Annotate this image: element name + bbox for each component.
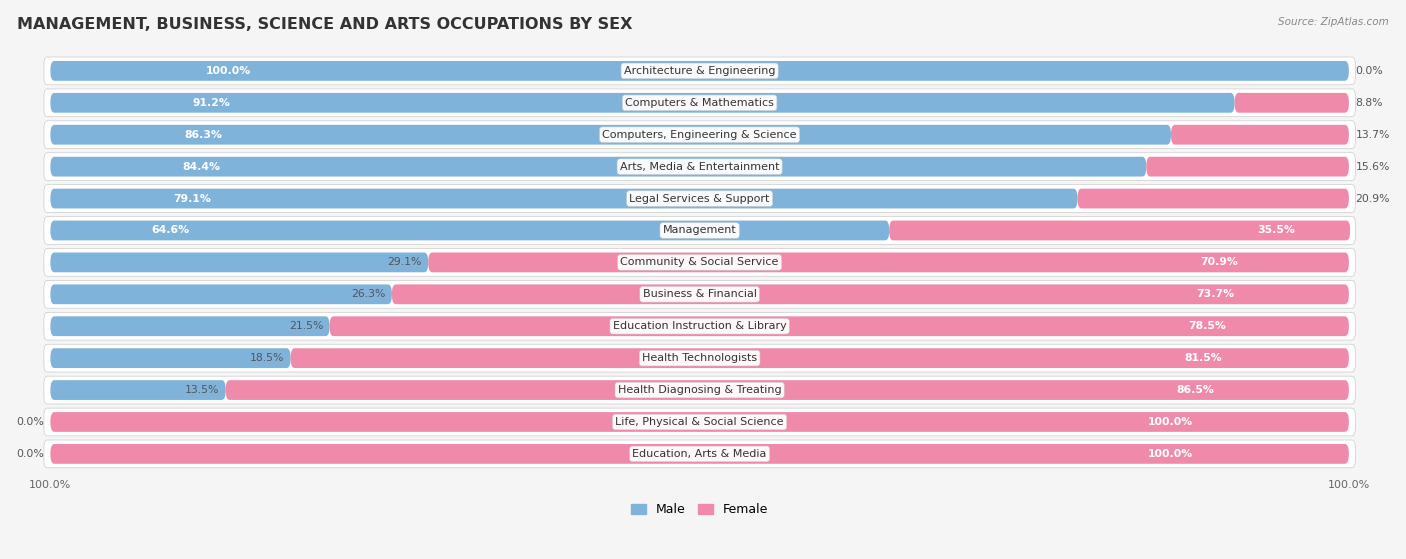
Text: 86.5%: 86.5%: [1177, 385, 1213, 395]
Text: Life, Physical & Social Science: Life, Physical & Social Science: [616, 417, 785, 427]
Text: 100.0%: 100.0%: [207, 66, 252, 76]
Text: Education Instruction & Library: Education Instruction & Library: [613, 321, 786, 331]
FancyBboxPatch shape: [51, 316, 329, 336]
FancyBboxPatch shape: [51, 61, 1348, 81]
Text: 18.5%: 18.5%: [250, 353, 284, 363]
FancyBboxPatch shape: [44, 376, 1355, 404]
FancyBboxPatch shape: [51, 412, 1348, 432]
FancyBboxPatch shape: [51, 253, 429, 272]
FancyBboxPatch shape: [51, 285, 392, 304]
Text: 100.0%: 100.0%: [1147, 417, 1194, 427]
Text: 70.9%: 70.9%: [1201, 257, 1239, 267]
FancyBboxPatch shape: [44, 121, 1355, 149]
FancyBboxPatch shape: [44, 312, 1355, 340]
FancyBboxPatch shape: [44, 153, 1355, 181]
Text: Source: ZipAtlas.com: Source: ZipAtlas.com: [1278, 17, 1389, 27]
FancyBboxPatch shape: [44, 89, 1355, 117]
Text: 100.0%: 100.0%: [1147, 449, 1194, 459]
Text: Computers & Mathematics: Computers & Mathematics: [626, 98, 775, 108]
Text: Community & Social Service: Community & Social Service: [620, 257, 779, 267]
Legend: Male, Female: Male, Female: [626, 498, 773, 522]
Text: 86.3%: 86.3%: [184, 130, 224, 140]
Text: Education, Arts & Media: Education, Arts & Media: [633, 449, 766, 459]
FancyBboxPatch shape: [1146, 157, 1348, 177]
Text: MANAGEMENT, BUSINESS, SCIENCE AND ARTS OCCUPATIONS BY SEX: MANAGEMENT, BUSINESS, SCIENCE AND ARTS O…: [17, 17, 633, 32]
Text: 0.0%: 0.0%: [1355, 66, 1384, 76]
FancyBboxPatch shape: [44, 249, 1355, 276]
FancyBboxPatch shape: [51, 221, 889, 240]
Text: 26.3%: 26.3%: [352, 290, 385, 299]
Text: 20.9%: 20.9%: [1355, 193, 1391, 203]
Text: 15.6%: 15.6%: [1355, 162, 1389, 172]
FancyBboxPatch shape: [889, 221, 1350, 240]
FancyBboxPatch shape: [44, 216, 1355, 244]
Text: 79.1%: 79.1%: [174, 193, 211, 203]
FancyBboxPatch shape: [44, 344, 1355, 372]
FancyBboxPatch shape: [44, 57, 1355, 85]
Text: 21.5%: 21.5%: [288, 321, 323, 331]
Text: 8.8%: 8.8%: [1355, 98, 1384, 108]
Text: Legal Services & Support: Legal Services & Support: [630, 193, 770, 203]
FancyBboxPatch shape: [44, 281, 1355, 308]
FancyBboxPatch shape: [51, 444, 1348, 464]
FancyBboxPatch shape: [429, 253, 1348, 272]
Text: 0.0%: 0.0%: [15, 417, 44, 427]
Text: 13.7%: 13.7%: [1355, 130, 1389, 140]
Text: Health Technologists: Health Technologists: [643, 353, 758, 363]
FancyBboxPatch shape: [44, 184, 1355, 212]
Text: Arts, Media & Entertainment: Arts, Media & Entertainment: [620, 162, 779, 172]
FancyBboxPatch shape: [392, 285, 1348, 304]
FancyBboxPatch shape: [51, 188, 1077, 209]
Text: 81.5%: 81.5%: [1184, 353, 1222, 363]
Text: 35.5%: 35.5%: [1257, 225, 1295, 235]
FancyBboxPatch shape: [51, 93, 1234, 113]
FancyBboxPatch shape: [1077, 188, 1348, 209]
FancyBboxPatch shape: [44, 440, 1355, 468]
FancyBboxPatch shape: [51, 157, 1146, 177]
FancyBboxPatch shape: [329, 316, 1348, 336]
Text: 29.1%: 29.1%: [388, 257, 422, 267]
Text: Management: Management: [662, 225, 737, 235]
Text: 64.6%: 64.6%: [150, 225, 190, 235]
Text: 13.5%: 13.5%: [184, 385, 219, 395]
FancyBboxPatch shape: [44, 408, 1355, 436]
FancyBboxPatch shape: [51, 380, 226, 400]
FancyBboxPatch shape: [1171, 125, 1348, 145]
Text: Business & Financial: Business & Financial: [643, 290, 756, 299]
FancyBboxPatch shape: [1234, 93, 1348, 113]
FancyBboxPatch shape: [226, 380, 1348, 400]
Text: Computers, Engineering & Science: Computers, Engineering & Science: [602, 130, 797, 140]
FancyBboxPatch shape: [291, 348, 1348, 368]
Text: Architecture & Engineering: Architecture & Engineering: [624, 66, 775, 76]
Text: 91.2%: 91.2%: [193, 98, 231, 108]
Text: 78.5%: 78.5%: [1188, 321, 1226, 331]
FancyBboxPatch shape: [51, 348, 291, 368]
Text: 84.4%: 84.4%: [181, 162, 219, 172]
Text: 73.7%: 73.7%: [1197, 290, 1234, 299]
FancyBboxPatch shape: [51, 125, 1171, 145]
Text: 0.0%: 0.0%: [15, 449, 44, 459]
Text: Health Diagnosing & Treating: Health Diagnosing & Treating: [617, 385, 782, 395]
